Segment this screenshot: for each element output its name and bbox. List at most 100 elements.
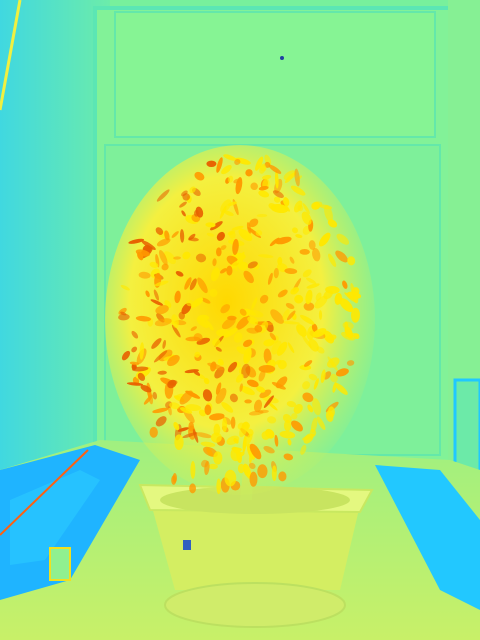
leaf (227, 315, 237, 321)
leaf (174, 434, 184, 451)
foliage-leaves (118, 154, 362, 495)
leaf (263, 348, 272, 365)
leaf (316, 346, 325, 354)
leaf (272, 190, 284, 198)
leaf (256, 213, 268, 218)
leaf (227, 230, 236, 236)
leaf (308, 339, 319, 352)
leaf (216, 478, 221, 495)
leaf (263, 339, 275, 347)
floor-tag (49, 547, 71, 581)
leaf (118, 313, 130, 321)
leaf (184, 277, 192, 290)
leaf (267, 272, 273, 285)
leaf (250, 182, 258, 191)
leaf (334, 292, 343, 305)
floor-stripe-red (0, 449, 89, 536)
leaf (273, 267, 279, 279)
leaf (234, 159, 241, 165)
leaf (219, 268, 228, 274)
leaf (247, 316, 259, 325)
leaf (215, 382, 222, 395)
leaf (149, 426, 158, 438)
leaf (293, 403, 303, 414)
leaf (179, 201, 187, 208)
leaf (346, 360, 355, 366)
leaf (289, 256, 295, 264)
leaf (239, 383, 243, 392)
leaf (291, 420, 303, 432)
leaf (274, 170, 279, 189)
leaf (189, 186, 196, 194)
leaf (249, 471, 258, 487)
floor-shadow-right (375, 465, 480, 610)
leaf (221, 402, 234, 413)
leaf (216, 231, 225, 241)
leaf (267, 416, 277, 424)
leaf (269, 332, 277, 341)
pot-body (150, 500, 360, 590)
leaf (277, 289, 288, 298)
leaf (175, 270, 184, 277)
leaf (328, 253, 337, 267)
leaf (294, 168, 300, 187)
leaf (227, 361, 238, 373)
leaf (293, 200, 303, 213)
leaf (327, 219, 338, 228)
leaf (282, 413, 292, 424)
leaf (209, 288, 218, 297)
leaf (215, 387, 227, 404)
leaf (318, 232, 331, 247)
leaf (229, 259, 244, 270)
leaf (276, 341, 288, 356)
leaf (259, 294, 269, 304)
leaf (311, 417, 318, 433)
leaf (268, 164, 282, 174)
leaf (296, 324, 307, 337)
leaf (161, 263, 169, 271)
leaf (311, 202, 320, 210)
leaf (295, 234, 303, 239)
leaf (137, 372, 146, 381)
leaf (350, 307, 361, 323)
leaf (143, 395, 153, 405)
leaf (299, 364, 312, 371)
leaf (339, 298, 354, 312)
leaf (194, 351, 201, 358)
leaf (171, 314, 179, 329)
leaf (286, 310, 296, 321)
leaf (283, 197, 290, 207)
leaf (169, 380, 178, 386)
leaf (153, 289, 160, 301)
leaf (246, 379, 259, 388)
leaf (325, 285, 340, 294)
leaf (190, 326, 197, 331)
leaf (210, 221, 223, 231)
leaf (154, 318, 172, 327)
leaf (299, 248, 310, 255)
leaf (243, 347, 252, 364)
leaf (217, 358, 224, 366)
leaf (318, 310, 323, 320)
leaf (171, 475, 177, 485)
pot-label (183, 540, 191, 550)
leaf (189, 483, 197, 494)
leaf (220, 304, 231, 314)
leaf (284, 419, 292, 432)
leaf (145, 290, 150, 298)
pot-soil (160, 486, 350, 514)
leaf (198, 409, 207, 417)
leaf (152, 391, 158, 400)
leaf (222, 417, 228, 433)
leaf (192, 428, 199, 443)
leaf (182, 432, 198, 439)
leaf (255, 229, 263, 236)
leaf (273, 196, 281, 203)
leaf (212, 258, 217, 267)
leaf (300, 314, 315, 325)
leaf (216, 157, 223, 173)
leaf (263, 446, 275, 454)
leaf (302, 335, 312, 349)
leaf (315, 292, 322, 301)
leaf (188, 421, 194, 432)
